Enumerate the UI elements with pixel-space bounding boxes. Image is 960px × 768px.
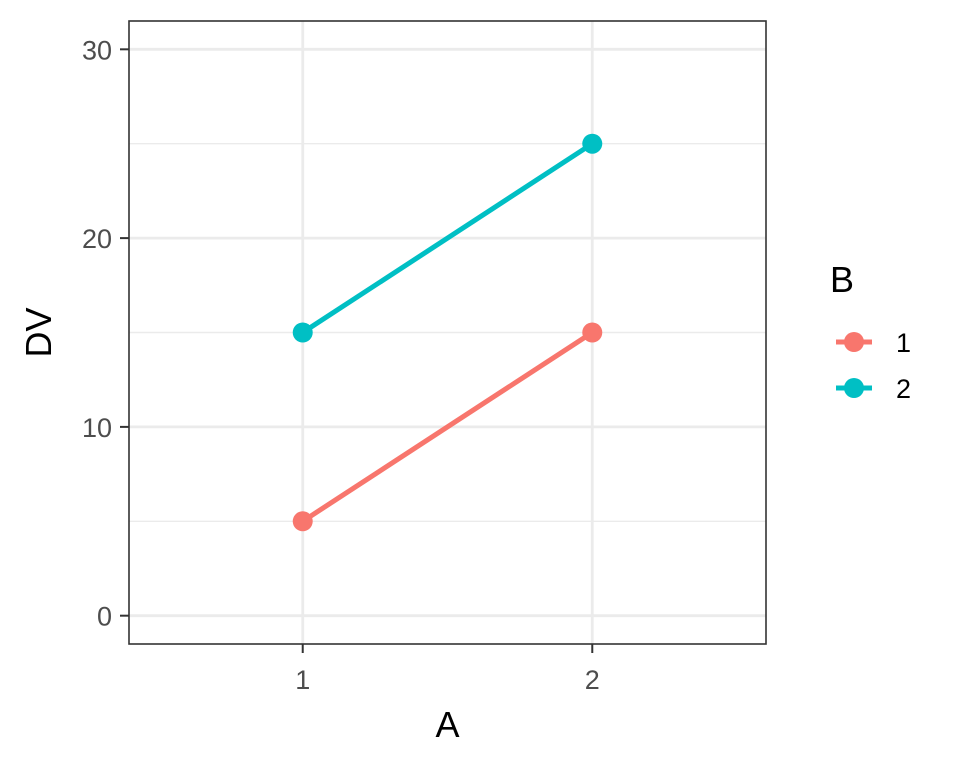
legend-title: B: [830, 259, 854, 300]
y-tick-label: 0: [97, 602, 112, 632]
y-tick-label: 20: [82, 224, 112, 254]
y-axis-title: DV: [18, 307, 59, 357]
x-tick-label: 1: [295, 665, 310, 695]
x-tick-label: 2: [585, 665, 600, 695]
series-2-line: [301, 141, 594, 335]
series-2-point: [292, 322, 313, 343]
series-1-point: [582, 322, 603, 343]
series-2-point: [582, 133, 603, 154]
legend-item-1: 1: [836, 328, 911, 358]
legend-label: 2: [896, 374, 911, 404]
series-layer: [292, 133, 603, 532]
x-axis-title: A: [435, 704, 459, 745]
legend: B 1 2: [830, 259, 911, 404]
panel-border: [128, 20, 767, 645]
legend-key-point: [844, 332, 864, 352]
y-tick-label: 10: [82, 413, 112, 443]
y-tick-label: 30: [82, 35, 112, 65]
legend-item-2: 2: [836, 374, 911, 404]
legend-label: 1: [896, 328, 911, 358]
grid: [129, 21, 766, 644]
axes: 0 10 20 30 1 2: [82, 35, 600, 695]
series-1-line: [301, 330, 594, 524]
series-1-point: [292, 511, 313, 532]
legend-key-point: [844, 378, 864, 398]
